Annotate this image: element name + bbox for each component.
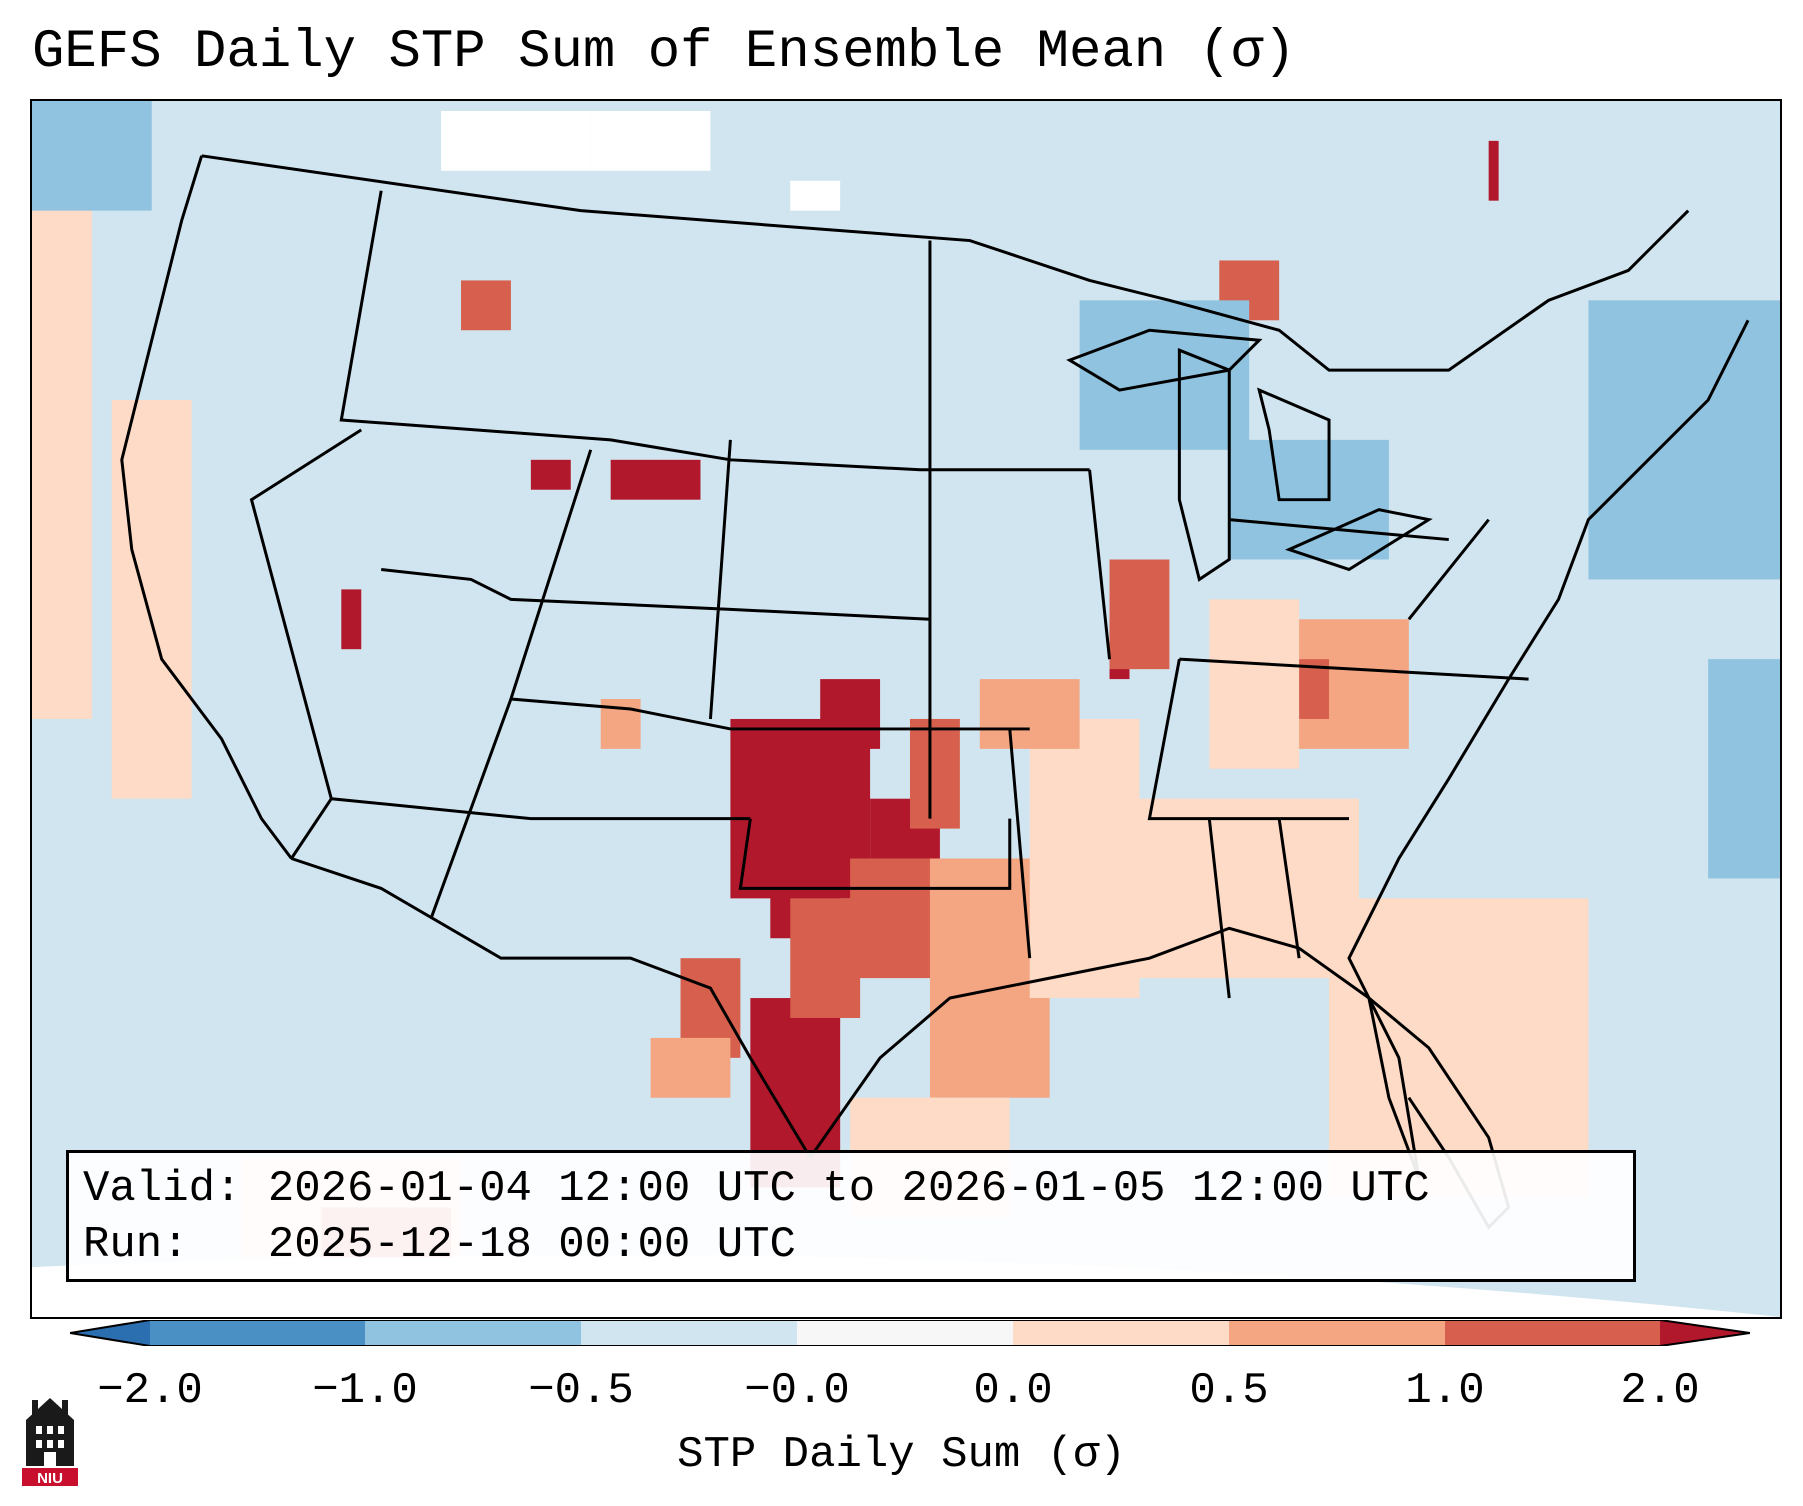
- us-mexico-border: [290, 857, 812, 1159]
- colorbar-label: STP Daily Sum (σ): [677, 1430, 1126, 1480]
- chart-title: GEFS Daily STP Sum of Ensemble Mean (σ): [32, 22, 1296, 83]
- stp-cell-mid: [909, 718, 960, 829]
- colorbar-bin-1-2: [1445, 1320, 1660, 1346]
- us-canada-border: [201, 154, 1690, 372]
- west-coast: [120, 155, 293, 860]
- stp-cell-high: [341, 589, 362, 650]
- colorbar-bin-05-1: [1229, 1320, 1445, 1346]
- gulf-coast: [808, 926, 1421, 1178]
- map-canvas: [32, 101, 1780, 1317]
- run-time-line: Run: 2025-12-18 00:00 UTC: [83, 1220, 796, 1270]
- stp-cell-mid: [790, 898, 861, 1018]
- stp-cell-mid: [1109, 559, 1170, 670]
- stp-cell-neg: [1708, 659, 1780, 879]
- colorbar-tick-label: −1.0: [312, 1366, 418, 1416]
- colorbar-tick-label: −2.0: [97, 1366, 203, 1416]
- stp-cell-low: [929, 858, 1050, 1098]
- stp-cell-neg: [1079, 300, 1250, 450]
- colorbar-bin-0-05: [1013, 1320, 1229, 1346]
- colorbar-tick-label: 0.0: [973, 1366, 1053, 1416]
- stp-cell-faint: [1079, 798, 1359, 979]
- stp-cell-faint: [1209, 599, 1300, 769]
- stp-cell-low: [979, 679, 1080, 749]
- colorbar-tick-label: 2.0: [1620, 1366, 1700, 1416]
- stp-cell-zero: [790, 180, 841, 211]
- stp-cell-high: [1488, 140, 1499, 201]
- colorbar-tick-label: −0.5: [528, 1366, 634, 1416]
- lake-superior: [1066, 328, 1263, 392]
- stp-cell-high: [820, 679, 881, 749]
- stp-cell-zero: [590, 110, 711, 171]
- colorbar-bin-zero: [797, 1320, 1013, 1346]
- colorbar-extend-low: [70, 1320, 150, 1346]
- stp-cell-mid: [461, 280, 511, 331]
- stp-cell-neg: [1588, 300, 1780, 580]
- colorbar-tick-label: 0.5: [1189, 1366, 1269, 1416]
- colorbar-bin-neg1-neg05: [365, 1320, 581, 1346]
- stp-cell-faint: [111, 400, 192, 799]
- stp-cell-low: [650, 1037, 731, 1098]
- colorbar-tick-label: 1.0: [1405, 1366, 1485, 1416]
- colorbar-tick-label: −0.0: [744, 1366, 850, 1416]
- lake-huron: [1257, 387, 1331, 502]
- colorbar: [70, 1320, 1750, 1346]
- stp-cell-faint: [1329, 898, 1589, 1198]
- lake-michigan: [1177, 347, 1231, 582]
- stp-cell-faint: [32, 200, 92, 719]
- stp-cell-high: [530, 459, 571, 490]
- stp-cell-mid: [850, 858, 940, 979]
- colorbar-extend-high: [1660, 1320, 1750, 1346]
- stp-cell-high: [610, 459, 701, 500]
- colorbar-bin-neg2-neg1: [150, 1320, 365, 1346]
- lake-erie: [1284, 508, 1433, 572]
- map-panel: [30, 99, 1782, 1319]
- state-lines: [249, 190, 1529, 999]
- valid-time-line: Valid: 2026-01-04 12:00 UTC to 2026-01-0…: [83, 1164, 1430, 1214]
- valid-run-info-box: Valid: 2026-01-04 12:00 UTC to 2026-01-0…: [66, 1150, 1636, 1282]
- colorbar-bin-neg05-0: [581, 1320, 797, 1346]
- niu-logo: NIU: [22, 1398, 78, 1486]
- stp-cell-neg: [32, 101, 152, 211]
- stp-anomaly-cells: [32, 101, 1780, 1258]
- svg-text:NIU: NIU: [37, 1470, 63, 1486]
- stp-cell-zero: [441, 110, 591, 171]
